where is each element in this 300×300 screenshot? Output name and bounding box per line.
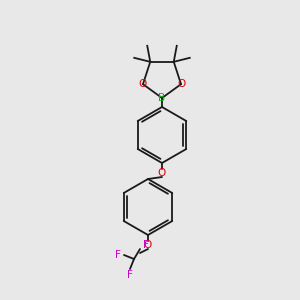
- Text: F: F: [115, 250, 121, 260]
- Text: O: O: [139, 79, 147, 89]
- Text: O: O: [177, 79, 185, 89]
- Text: O: O: [144, 240, 152, 250]
- Text: B: B: [158, 93, 166, 103]
- Text: O: O: [158, 168, 166, 178]
- Text: F: F: [127, 270, 133, 280]
- Text: F: F: [143, 240, 149, 250]
